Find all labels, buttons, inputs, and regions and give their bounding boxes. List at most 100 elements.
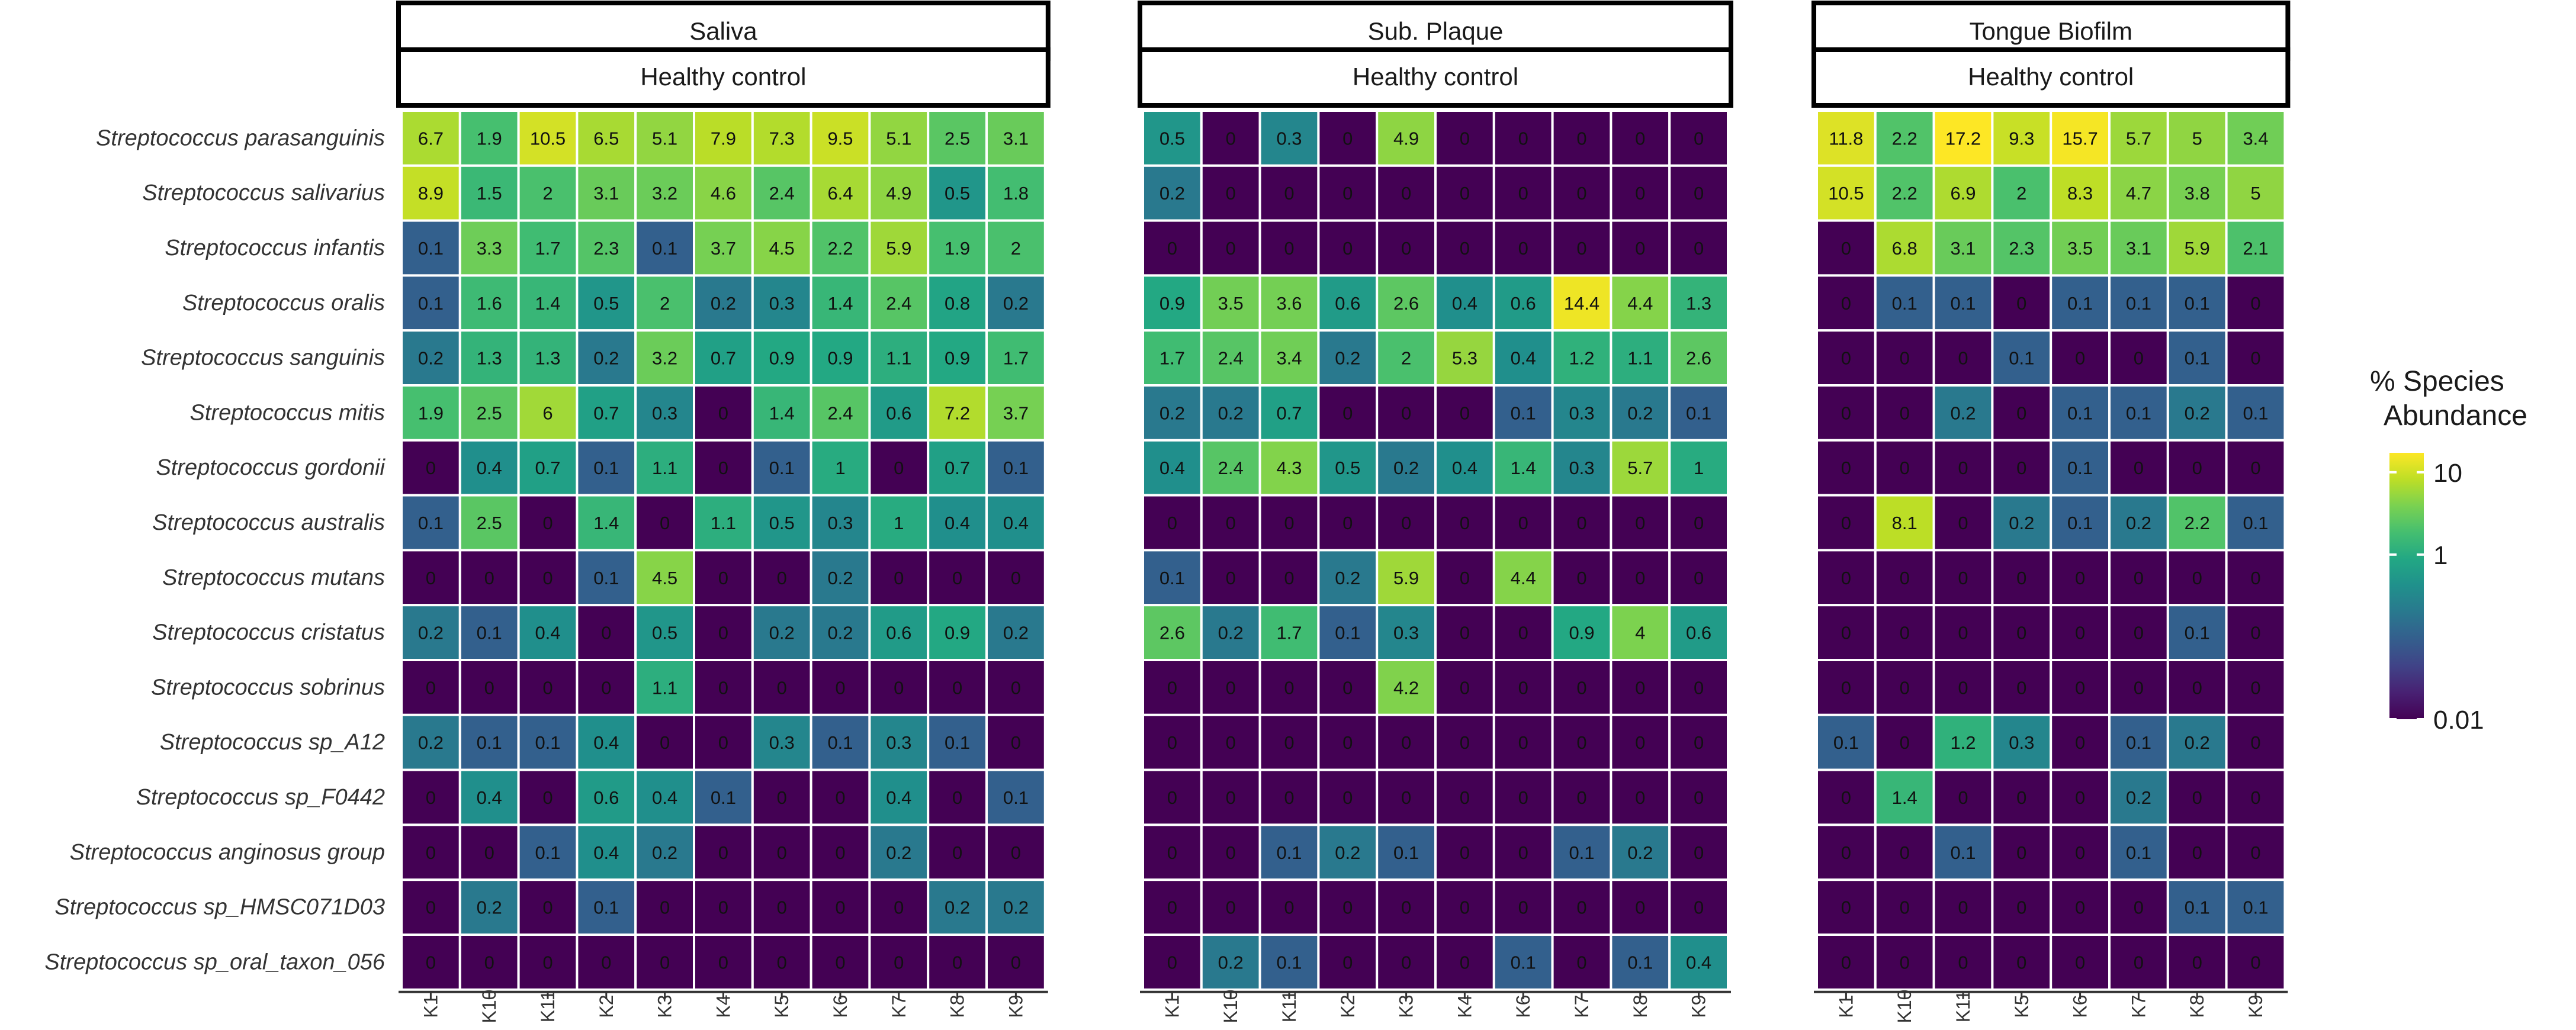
x-tick-label: K3 xyxy=(654,994,676,1018)
cell-value: 8.9 xyxy=(418,183,444,204)
heatmap-cell xyxy=(576,878,637,936)
cell-value: 0.2 xyxy=(827,623,853,643)
cell-value: 3.5 xyxy=(1218,293,1244,314)
heatmap-cell xyxy=(1200,823,1261,881)
cell-value: 4.6 xyxy=(711,183,736,204)
cell-value: 0 xyxy=(1284,787,1294,808)
cell-value: 0 xyxy=(1694,897,1704,918)
cell-value: 0 xyxy=(1167,952,1177,973)
cell-value: 0 xyxy=(1841,897,1851,918)
cell-value: 0 xyxy=(952,787,962,808)
heatmap-cell xyxy=(2050,659,2111,716)
cell-value: 0.2 xyxy=(1950,403,1976,423)
heatmap-cell xyxy=(458,823,520,881)
x-tick-label: K7 xyxy=(888,994,910,1018)
cell-value: 0.5 xyxy=(652,623,677,643)
cell-value: 0 xyxy=(2250,677,2260,698)
heatmap-cell xyxy=(1816,329,1877,387)
heatmap-cell xyxy=(868,713,930,771)
cell-value: 0 xyxy=(1460,403,1470,423)
heatmap-cell xyxy=(1668,549,1729,607)
cell-value: 0 xyxy=(1284,183,1294,204)
cell-value: 0.2 xyxy=(418,623,444,643)
cell-value: 0 xyxy=(1841,787,1851,808)
cell-value: 3.4 xyxy=(2243,128,2268,149)
cell-value: 5.9 xyxy=(886,238,911,259)
cell-value: 0 xyxy=(1518,732,1528,753)
cell-value: 0.2 xyxy=(1335,842,1360,863)
heatmap-cell xyxy=(1434,274,1495,332)
heatmap-cell xyxy=(1668,439,1729,497)
cell-value: 0.4 xyxy=(593,842,619,863)
heatmap-cell xyxy=(1142,878,1203,936)
cell-value: 0 xyxy=(1900,732,1910,753)
heatmap-cell xyxy=(2050,549,2111,607)
cell-value: 3.1 xyxy=(593,183,619,204)
cell-value: 1.3 xyxy=(1686,293,1711,314)
cell-value: 0.1 xyxy=(2126,403,2151,423)
heatmap-cell xyxy=(927,659,988,716)
heatmap-cell xyxy=(517,604,579,662)
heatmap-cell xyxy=(2050,768,2111,826)
cell-value: 5.1 xyxy=(886,128,911,149)
heatmap-cell xyxy=(810,768,871,826)
cell-value: 0 xyxy=(718,897,728,918)
cell-value: 0 xyxy=(1694,238,1704,259)
cell-value: 0 xyxy=(1635,183,1645,204)
cell-value: 0.3 xyxy=(1276,128,1302,149)
heatmap-cell xyxy=(693,878,754,936)
heatmap-cell xyxy=(400,934,461,991)
cell-value: 0.4 xyxy=(535,623,560,643)
cell-value: 0.3 xyxy=(652,403,677,423)
heatmap-cell xyxy=(1258,164,1320,222)
cell-value: 0.5 xyxy=(769,513,795,533)
cell-value: 2.2 xyxy=(1892,183,1917,204)
cell-value: 0 xyxy=(1167,513,1177,533)
heatmap-cell xyxy=(1376,110,1437,167)
cell-value: 0 xyxy=(835,787,845,808)
cell-value: 0.1 xyxy=(2243,403,2268,423)
heatmap-cell xyxy=(1258,934,1320,991)
cell-value: 1.2 xyxy=(1950,732,1976,753)
heatmap-cell xyxy=(2225,274,2286,332)
cell-value: 0 xyxy=(484,568,494,588)
cell-value: 0.1 xyxy=(477,623,502,643)
cell-value: 0.3 xyxy=(886,732,911,753)
heatmap-cell xyxy=(2225,878,2286,936)
cell-value: 0 xyxy=(426,897,436,918)
heatmap-cell xyxy=(985,164,1046,222)
cell-value: 0.5 xyxy=(593,293,619,314)
cell-value: 0.1 xyxy=(2067,458,2093,478)
cell-value: 2 xyxy=(1401,348,1411,369)
cell-value: 1.9 xyxy=(418,403,444,423)
cell-value: 0 xyxy=(1694,183,1704,204)
cell-value: 0 xyxy=(2250,348,2260,369)
cell-value: 2 xyxy=(542,183,553,204)
cell-value: 0 xyxy=(777,952,787,973)
heatmap-cell xyxy=(517,823,579,881)
cell-value: 0 xyxy=(1900,348,1910,369)
cell-value: 9.5 xyxy=(827,128,853,149)
heatmap-cell xyxy=(1668,274,1729,332)
heatmap-cell xyxy=(868,934,930,991)
cell-value: 6.5 xyxy=(593,128,619,149)
cell-value: 0 xyxy=(2134,458,2144,478)
cell-value: 0.1 xyxy=(2126,732,2151,753)
cell-value: 0.3 xyxy=(1393,623,1419,643)
heatmap-cell xyxy=(576,110,637,167)
cell-value: 0 xyxy=(1900,458,1910,478)
x-tick-label: K7 xyxy=(2128,994,2149,1018)
cell-value: 0 xyxy=(426,787,436,808)
x-tick-label: K3 xyxy=(1396,994,1417,1018)
heatmap-cell xyxy=(2225,713,2286,771)
cell-value: 0 xyxy=(2016,293,2026,314)
cell-value: 3.6 xyxy=(1276,293,1302,314)
heatmap-cell xyxy=(1991,164,2053,222)
cell-value: 0 xyxy=(1900,897,1910,918)
cell-value: 0 xyxy=(542,897,553,918)
cell-value: 0.1 xyxy=(535,842,560,863)
cell-value: 0 xyxy=(1635,128,1645,149)
heatmap-cell xyxy=(1434,713,1495,771)
cell-value: 0 xyxy=(1518,183,1528,204)
